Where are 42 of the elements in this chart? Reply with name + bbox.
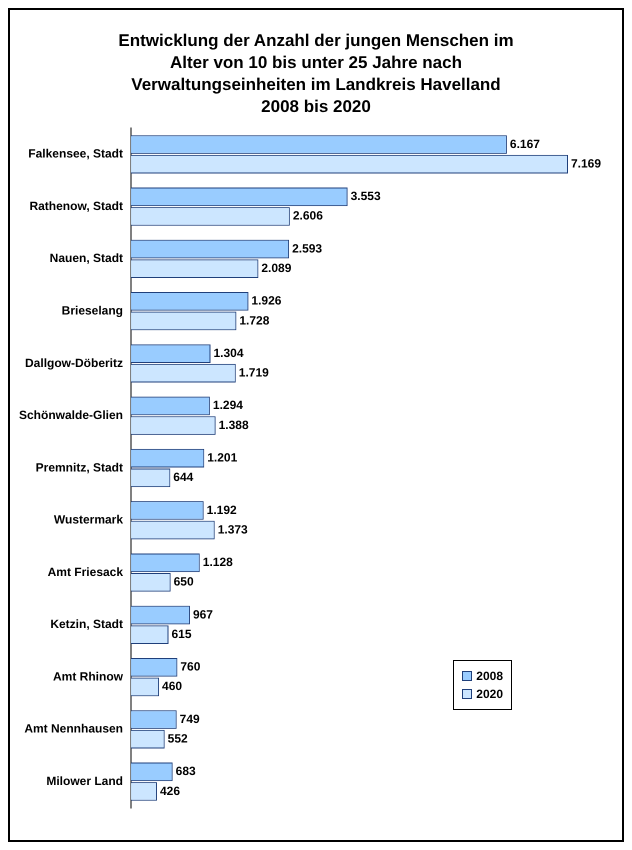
data-label: 1.373 — [218, 522, 248, 536]
y-tick-label: Wustermark — [54, 512, 124, 527]
legend-label: 2020 — [476, 687, 503, 701]
data-label: 2.606 — [292, 208, 324, 223]
data-label: 1.128 — [202, 555, 234, 570]
y-tick-label: Brieselang — [62, 303, 124, 318]
data-label: 7.169 — [571, 156, 602, 170]
y-tick-label: Ketzin, Stadt — [50, 617, 124, 632]
data-label: 650 — [174, 574, 194, 589]
y-tick-label: Premnitz, Stadt — [36, 460, 124, 474]
y-tick-label: Amt Nennhausen — [24, 722, 124, 736]
data-label: 2.593 — [292, 241, 322, 256]
data-label: 2.089 — [261, 261, 292, 276]
y-tick-label: Dallgow-Döberitz — [25, 356, 124, 370]
data-label: 1.728 — [239, 313, 270, 328]
data-label: 1.294 — [212, 398, 244, 412]
data-label: 552 — [168, 732, 188, 746]
data-label: 1.304 — [214, 346, 244, 360]
y-tick-label: Amt Friesack — [48, 564, 124, 579]
data-label: 644 — [173, 470, 194, 484]
y-tick-label: Milower Land — [46, 774, 124, 788]
y-tick-label: Schönwalde-Glien — [19, 408, 124, 422]
data-label: 683 — [176, 764, 196, 778]
data-label: 615 — [172, 626, 192, 641]
data-label: 460 — [162, 679, 182, 694]
y-tick-label: Nauen, Stadt — [50, 251, 124, 266]
data-label: 1.388 — [218, 418, 249, 432]
y-tick-label: Rathenow, Stadt — [29, 198, 124, 213]
data-label: 967 — [192, 607, 214, 622]
y-tick-label: Amt Rhinow — [53, 669, 124, 684]
data-label: 760 — [180, 660, 201, 674]
data-label: 1.926 — [251, 294, 282, 308]
data-label: 426 — [160, 784, 180, 798]
data-label: 1.719 — [238, 366, 270, 380]
data-label: 1.192 — [206, 502, 238, 517]
chart-title: Entwicklung der Anzahl der jungen Menschen im Alter von 10 bis unter 25 Jahre nach Verwaltungseinheiten im Landkreis Havelland 2008 bis 2020 — [117, 30, 515, 118]
data-label: 6.167 — [510, 136, 540, 151]
y-tick-label: Falkensee, Stadt — [28, 146, 124, 161]
data-label: 3.553 — [350, 189, 381, 204]
data-label: 749 — [180, 712, 200, 726]
legend-label: 2008 — [476, 669, 503, 683]
data-label: 1.201 — [207, 450, 238, 465]
